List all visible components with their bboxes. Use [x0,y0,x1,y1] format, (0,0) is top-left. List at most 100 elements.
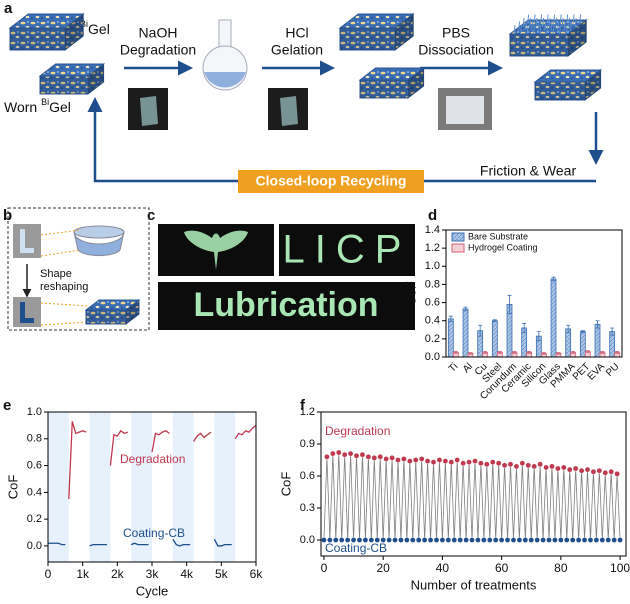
glow-text: LICP [283,228,412,272]
point [561,464,567,471]
block-top [338,13,415,29]
gel-text: Gel [49,99,71,115]
legend-label: Bare Substrate [468,231,528,241]
brush [542,17,545,28]
point [353,452,360,459]
point [430,459,437,465]
brush [553,14,556,24]
brush [524,21,527,31]
series-label: Degradation [120,452,185,466]
point [386,537,392,543]
point [608,468,614,475]
point [330,450,336,457]
point [611,537,617,543]
plot-frame [320,411,627,557]
guide [40,321,89,326]
legend-label: Hydrogel Coating [468,242,538,252]
point [424,458,431,464]
point [546,537,552,543]
x-axis-label: Cycle [136,583,169,598]
brush [552,24,555,35]
brush [513,24,516,35]
point [463,537,469,543]
block-shadow [568,20,587,56]
photo-vial [280,96,298,126]
brush [548,17,551,28]
y-tick-label: 1.0 [27,406,42,418]
point [412,457,419,463]
series-label: Coating-CB [123,526,185,540]
point [566,466,573,473]
point [383,456,389,462]
block-shadow [585,70,601,100]
error-bar [497,351,502,354]
step-label: NaOH [139,25,178,41]
brush [520,24,522,35]
x-tick-label: 3k [146,567,160,581]
point [543,464,549,471]
point [401,456,407,462]
block-shadow [88,64,104,94]
series-line [48,538,232,547]
error-bar [448,315,453,323]
y-tick-label: 0.2 [27,513,42,525]
error-bar [556,352,561,355]
panel-label: d [428,207,437,224]
series-label: Degradation [325,424,390,438]
guide [40,249,81,257]
point [540,537,546,543]
glow-text: Lubrication [193,286,378,324]
point [418,456,425,462]
legend-swatch [451,243,465,253]
brush [544,21,547,31]
x-tick-label: PU [604,361,622,379]
point [341,451,348,458]
point [522,537,529,543]
point [380,537,386,543]
y-tick-label: 0.8 [425,278,440,290]
point [486,537,493,543]
block-shadow [65,14,84,50]
x-tick-label: 5k [215,567,229,581]
error-bar [468,352,473,355]
point [338,537,345,543]
step-label: Dissociation [418,42,493,58]
shade-band [48,412,69,562]
brush [529,17,532,28]
y-tick-label: 0.3 [300,502,315,514]
brush [570,21,573,31]
block-shadow [86,310,126,324]
point [407,458,413,464]
point [528,537,535,543]
error-bar [551,276,556,282]
error-bar [595,320,600,329]
point [578,467,585,474]
point [392,537,398,543]
panel-label: b [3,207,12,224]
point [365,453,372,460]
error-bar [483,351,488,354]
point [605,537,612,543]
point [327,537,333,543]
y-tick-label: 0.6 [27,459,42,471]
block-shadow [395,14,414,50]
guide [40,302,89,307]
loop-arrow [87,97,596,183]
error-bar [463,306,468,312]
x-tick-label: 20 [377,561,391,575]
plot-frame [445,229,623,358]
point [484,461,490,468]
x-tick-label: Al [461,361,475,375]
point [442,458,449,464]
x-tick-label: 6k [250,567,264,581]
point [415,537,422,543]
brush [526,24,529,35]
brush [531,21,534,31]
panel-b-box [7,207,150,331]
brush [518,21,521,31]
x-tick-label: 1k [76,567,90,581]
point [563,537,570,543]
point [374,537,381,543]
y-tick-label: 0.6 [300,470,315,482]
